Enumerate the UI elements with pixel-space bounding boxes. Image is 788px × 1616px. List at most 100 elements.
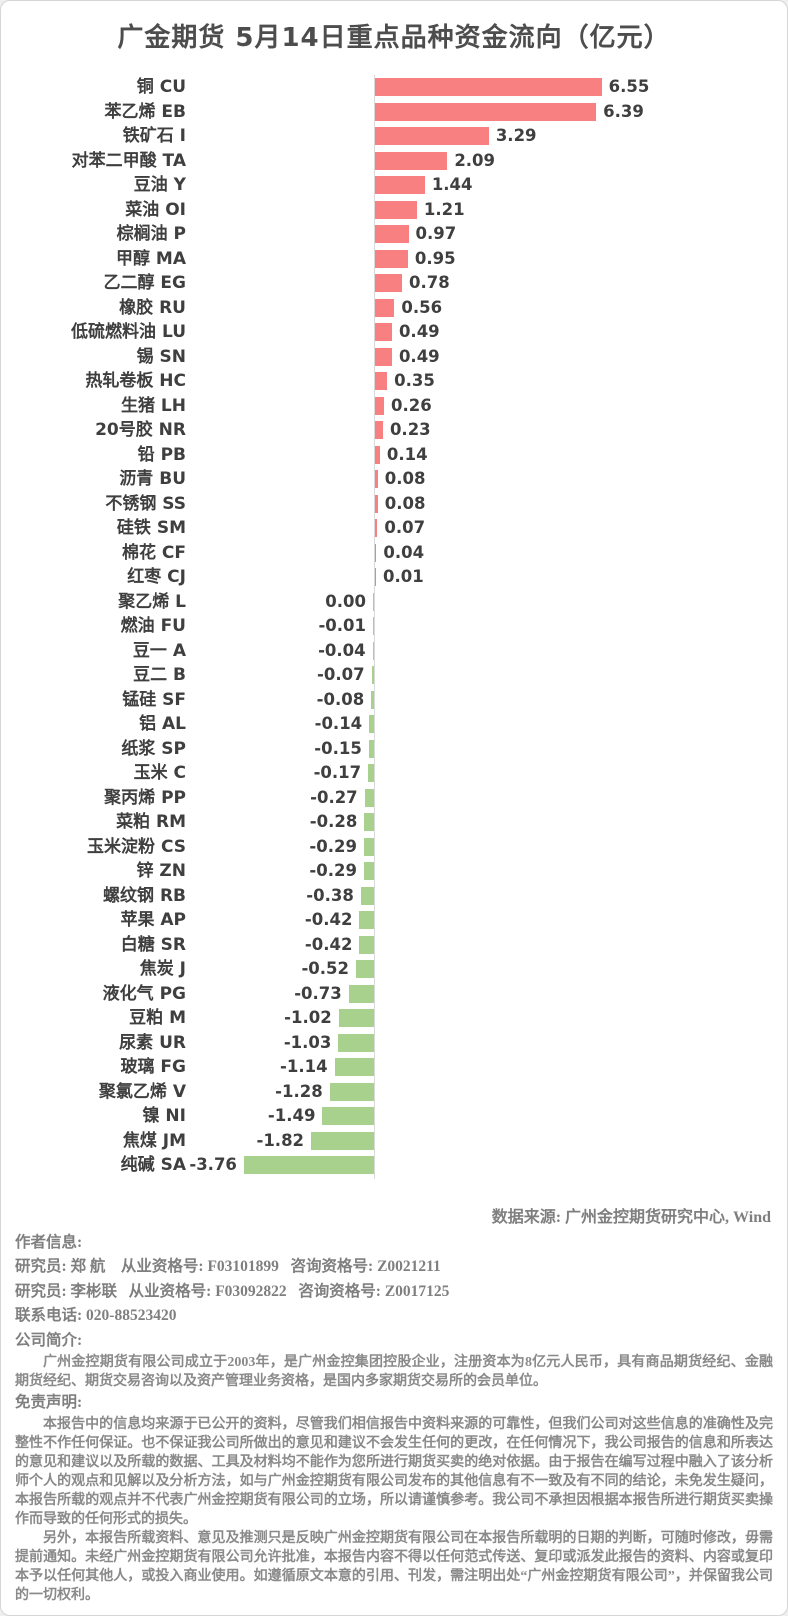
bar-value: -0.28 [309, 812, 358, 831]
positive-bar [375, 494, 378, 513]
bar-label: 低硫燃料油 LU [71, 322, 186, 342]
positive-bar [375, 421, 383, 439]
negative-bar [364, 788, 374, 807]
negative-bar [356, 960, 374, 978]
bar-row: 锌 ZN -0.29 [1, 859, 787, 884]
bar-row: 纸浆 SP -0.15 [1, 737, 787, 762]
bar-row: 豆二 B -0.07 [1, 663, 787, 688]
bar-row: 棕榈油 P 0.97 [1, 222, 787, 247]
bar-row: 低硫燃料油 LU 0.49 [1, 320, 787, 345]
phone-line: 联系电话: 020-88523420 [15, 1307, 177, 1324]
positive-bar [375, 225, 409, 243]
bar-value: -1.14 [280, 1057, 328, 1076]
bar-value: 2.09 [454, 150, 496, 170]
bar-row: 聚乙烯 L 0.00 [1, 590, 787, 615]
positive-bar [375, 151, 448, 170]
bar-row: 棉花 CF 0.04 [1, 541, 787, 566]
bar-row: 铜 CU 6.55 [1, 75, 787, 100]
bar-row: 锡 SN 0.49 [1, 345, 787, 370]
bar-row: 菜油 OI 1.21 [1, 198, 787, 223]
negative-bar [360, 886, 374, 905]
bar-chart: 铜 CU 6.55 苯乙烯 EB 6.39 铁矿石 I 3.29 对苯二甲酸 TA 2.09 豆… [1, 75, 787, 1179]
negative-bar [372, 641, 374, 660]
negative-bar [371, 666, 374, 684]
bar-row: 对苯二甲酸 TA 2.09 [1, 149, 787, 174]
bar-value: -0.38 [306, 885, 354, 905]
bar-label: 豆二 B [133, 665, 186, 685]
bar-value: -0.08 [316, 689, 365, 709]
bar-label: 锌 ZN [136, 861, 186, 881]
negative-bar [338, 1009, 374, 1027]
positive-bar [375, 176, 425, 194]
bar-label: 豆粕 M [129, 1008, 186, 1028]
bar-value: 6.39 [603, 101, 644, 121]
negative-bar [368, 739, 374, 758]
bar-label: 液化气 PG [102, 983, 186, 1004]
bar-value: -0.52 [301, 959, 350, 978]
bar-label: 铅 PB [137, 444, 186, 465]
zero-axis-line [374, 75, 375, 1179]
bar-row: 铝 AL -0.14 [1, 712, 787, 737]
bar-row: 橡胶 RU 0.56 [1, 296, 787, 321]
bar-row: 苹果 AP -0.42 [1, 908, 787, 933]
bar-label: 红枣 CJ [127, 567, 186, 587]
negative-bar [373, 617, 374, 635]
positive-bar [375, 127, 489, 145]
author-heading: 作者信息: [15, 1234, 83, 1251]
bar-label: 橡胶 RU [119, 297, 186, 318]
bar-value: 0.26 [390, 395, 432, 415]
bar-label: 苯乙烯 EB [104, 101, 187, 122]
bar-row: 焦炭 J -0.52 [1, 957, 787, 982]
bar-value: -0.14 [314, 714, 363, 733]
bar-value: 0.08 [384, 469, 426, 488]
researcher-line-2: 研究员: 李彬联 从业资格号: F03092822 咨询资格号: Z001712… [15, 1282, 450, 1300]
bar-value: 0.97 [415, 224, 457, 243]
bar-value: 0.14 [386, 444, 428, 464]
bar-value: -0.29 [309, 861, 357, 880]
positive-bar [375, 274, 402, 292]
bar-label: 苹果 AP [120, 910, 186, 930]
bar-label: 硅铁 SM [116, 518, 186, 538]
negative-bar [334, 1058, 374, 1076]
bar-row: 白糖 SR -0.42 [1, 933, 787, 958]
bar-row: 尿素 UR -1.03 [1, 1031, 787, 1056]
negative-bar [311, 1131, 374, 1150]
bar-label: 生猪 LH [121, 395, 186, 416]
bar-value: -0.27 [310, 787, 358, 807]
bar-row: 红枣 CJ 0.01 [1, 565, 787, 590]
negative-bar [364, 813, 374, 831]
footer-block: 作者信息: 研究员: 郑 航 从业资格号: F03101899 咨询资格号: Z… [15, 1231, 773, 1605]
negative-bar [348, 984, 374, 1003]
positive-bar [375, 323, 392, 341]
bar-row: 硅铁 SM 0.07 [1, 516, 787, 541]
bar-value: 1.44 [431, 175, 473, 194]
bar-value: -0.73 [294, 983, 342, 1003]
bar-value: -0.15 [314, 738, 362, 758]
bar-label: 纸浆 SP [121, 738, 186, 759]
bar-row: 聚氯乙烯 V -1.28 [1, 1080, 787, 1105]
bar-value: -0.42 [304, 934, 353, 954]
bar-label: 沥青 BU [119, 469, 186, 489]
positive-bar [375, 568, 376, 586]
bar-row: 锰硅 SF -0.08 [1, 688, 787, 713]
bar-value: 0.49 [398, 346, 440, 366]
bar-value: 0.01 [383, 567, 424, 586]
positive-bar [375, 102, 597, 121]
bar-value: -0.29 [309, 836, 357, 856]
negative-bar [363, 862, 374, 880]
bar-row: 螺纹钢 RB -0.38 [1, 884, 787, 909]
bar-label: 铜 CU [136, 77, 186, 97]
bar-value: 0.08 [384, 493, 426, 513]
company-heading: 公司简介: [15, 1331, 83, 1349]
bar-row: 铁矿石 I 3.29 [1, 124, 787, 149]
negative-bar [359, 911, 374, 929]
disclaimer-paragraph-1: 本报告中的信息均来源于已公开的资料，尽管我们相信报告中资料来源的可靠性，但我们公… [15, 1416, 773, 1527]
bar-label: 玉米淀粉 CS [87, 836, 186, 857]
bar-label: 焦煤 JM [122, 1130, 186, 1151]
bar-label: 豆油 Y [133, 175, 186, 195]
bar-row: 焦煤 JM -1.82 [1, 1129, 787, 1154]
bar-label: 20号胶 NR [95, 420, 186, 440]
negative-bar [322, 1107, 374, 1125]
bar-row: 菜粕 RM -0.28 [1, 810, 787, 835]
bar-label: 螺纹钢 RB [103, 885, 186, 906]
